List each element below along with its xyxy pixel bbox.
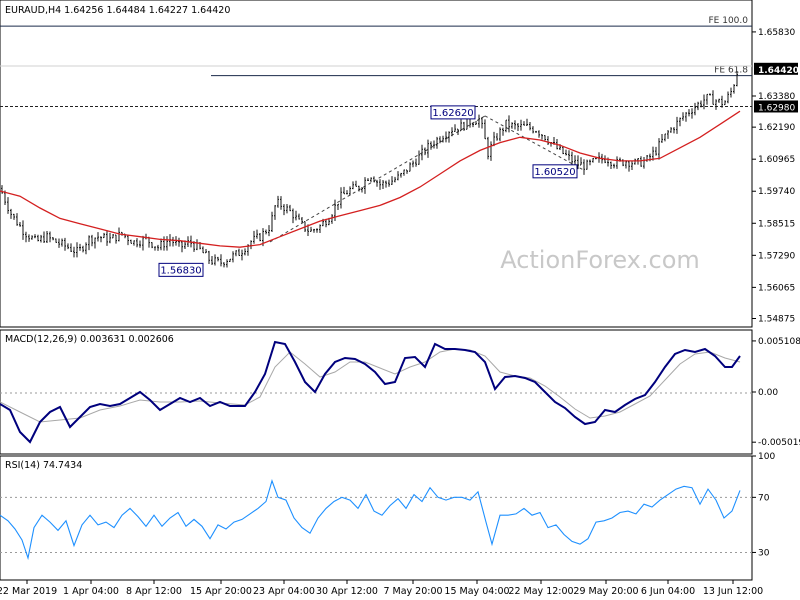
x-tick-label: 29 May 20:00 bbox=[573, 586, 638, 597]
swing-label: 1.60520 bbox=[534, 167, 575, 178]
macd-tick-label: 0.00 bbox=[758, 388, 778, 398]
x-tick-label: 15 Apr 20:00 bbox=[190, 586, 252, 597]
macd-tick-label: 0.005108 bbox=[758, 337, 800, 347]
x-tick-label: 7 May 20:00 bbox=[383, 586, 442, 597]
price-tick-label: 1.56065 bbox=[758, 283, 795, 293]
rsi-tick-label: 100 bbox=[758, 452, 775, 462]
macd-title: MACD(12,26,9) 0.003631 0.002606 bbox=[5, 334, 174, 345]
x-tick-label: 23 Apr 04:00 bbox=[253, 586, 315, 597]
macd-panel-frame bbox=[0, 329, 753, 455]
swing-label-box bbox=[158, 262, 204, 277]
rsi-y-ticks: 100 70 30 bbox=[752, 452, 775, 558]
rsi-title: RSI(14) 74.7434 bbox=[5, 460, 82, 471]
fe-label: FE 100.0 bbox=[709, 16, 749, 26]
price-tag-box bbox=[754, 100, 798, 113]
x-tick-label: 22 Mar 2019 bbox=[0, 586, 57, 597]
moving-average-line bbox=[0, 110, 741, 248]
x-axis-ticks: 22 Mar 2019 1 Apr 04:00 8 Apr 12:00 15 Apr … bbox=[0, 580, 763, 597]
fe-label: FE 61.8 bbox=[714, 66, 748, 76]
rsi-levels bbox=[0, 496, 752, 553]
rsi-tick-label: 70 bbox=[758, 493, 770, 503]
x-tick-label: 22 May 12:00 bbox=[508, 586, 573, 597]
rsi-panel-frame bbox=[0, 455, 753, 581]
macd-tick-label: -0.005019 bbox=[758, 438, 800, 448]
price-tick-label: 1.58515 bbox=[758, 219, 795, 229]
price-tick-label: 1.63380 bbox=[758, 92, 795, 102]
price-tick-label: 1.59740 bbox=[758, 187, 795, 197]
swing-labels: 1.56830 1.62620 1.60520 bbox=[158, 105, 578, 277]
guide-line bbox=[484, 115, 586, 172]
price-tick-label: 1.60965 bbox=[758, 155, 795, 165]
rsi-tick-label: 30 bbox=[758, 548, 770, 558]
x-tick-label: 1 Apr 04:00 bbox=[63, 586, 119, 597]
price-tick-label: 1.65830 bbox=[758, 28, 795, 38]
x-tick-label: 6 Jun 04:00 bbox=[641, 586, 695, 597]
watermark: ActionForex.com bbox=[500, 246, 700, 274]
rsi-line bbox=[0, 479, 741, 561]
x-tick-label: 8 Apr 12:00 bbox=[126, 586, 182, 597]
swing-label-box bbox=[430, 105, 476, 120]
price-panel-frame bbox=[0, 0, 753, 328]
macd-y-ticks: 0.005108 0.00 -0.005019 bbox=[752, 337, 800, 448]
x-tick-label: 13 Jun 12:00 bbox=[703, 586, 763, 597]
price-tag-label: 1.64420 bbox=[758, 66, 799, 76]
swing-guide-lines bbox=[269, 115, 586, 243]
macd-main-line bbox=[0, 340, 741, 444]
swing-label: 1.56830 bbox=[160, 265, 201, 276]
price-tick-label: 1.62190 bbox=[758, 123, 795, 133]
price-tick-label: 1.54875 bbox=[758, 314, 795, 324]
price-tag-box bbox=[754, 62, 798, 75]
x-tick-label: 15 May 04:00 bbox=[444, 586, 509, 597]
price-title: EURAUD,H4 1.64256 1.64484 1.64227 1.6442… bbox=[5, 5, 230, 16]
price-tag-label: 1.62980 bbox=[758, 103, 795, 113]
fe-levels: FE 100.0 FE 61.8 bbox=[0, 16, 752, 77]
swing-label: 1.62620 bbox=[432, 108, 473, 119]
price-tick-label: 1.57290 bbox=[758, 251, 795, 261]
swing-label-box bbox=[532, 164, 578, 179]
x-tick-label: 30 Apr 12:00 bbox=[316, 586, 378, 597]
